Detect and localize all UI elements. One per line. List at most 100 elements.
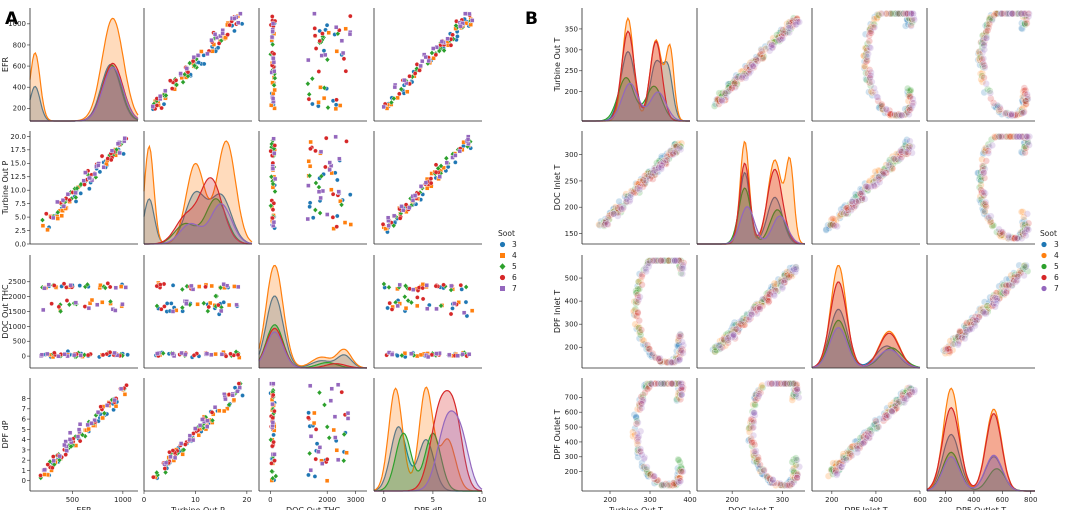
point-soot-4 [329,187,334,192]
point-soot-3 [459,287,465,292]
point-soot-7 [679,467,687,476]
point-soot-6 [638,281,646,289]
point-soot-7 [470,18,475,23]
point-soot-7 [781,276,789,284]
point-soot-7 [1015,133,1024,141]
point-soot-6 [105,281,111,286]
point-soot-7 [218,308,224,314]
point-soot-7 [178,441,184,446]
point-soot-5 [179,286,185,293]
point-soot-5 [402,282,409,289]
point-soot-7 [271,136,276,141]
x-tick-label: 400 [967,496,980,504]
point-soot-7 [45,351,50,357]
subplot-A-0-2 [258,8,367,122]
y-tick-label: 200 [565,204,578,212]
point-soot-7 [792,21,800,29]
point-soot-7 [238,11,243,16]
point-soot-5 [73,194,79,201]
point-soot-6 [985,23,993,32]
point-soot-7 [401,207,406,213]
point-soot-7 [113,308,118,313]
point-soot-7 [272,176,278,182]
point-soot-5 [205,308,211,314]
point-soot-3 [201,61,207,67]
subplot-A-0-1 [143,8,252,122]
point-soot-4 [326,30,331,35]
point-soot-7 [980,188,988,196]
x-tick-label: 2000 [318,496,336,504]
y-tick-label: 500 [565,274,578,282]
point-soot-7 [64,448,69,453]
point-soot-3 [240,393,245,398]
point-soot-7 [867,71,875,80]
point-soot-3 [201,53,207,58]
point-soot-7 [669,151,677,159]
point-soot-4 [225,406,230,411]
point-soot-7 [466,352,472,357]
point-soot-4 [424,186,430,191]
point-soot-4 [342,220,348,225]
point-soot-4 [343,26,348,32]
point-soot-5 [391,222,397,229]
point-soot-6 [317,38,323,44]
point-soot-6 [216,302,221,308]
point-soot-7 [778,35,786,43]
point-soot-7 [92,418,97,423]
point-soot-6 [731,79,739,88]
point-soot-6 [1023,93,1031,101]
point-soot-7 [270,420,276,425]
point-soot-5 [313,180,319,186]
point-soot-4 [870,15,878,23]
point-soot-7 [898,111,906,119]
point-soot-7 [839,460,847,468]
point-soot-7 [42,286,47,291]
y-axis-label: DPF Outlet T [553,409,562,459]
point-soot-7 [738,73,746,82]
kde-fill-soot-5 [374,433,482,491]
point-soot-4 [344,450,349,455]
point-soot-7 [170,309,176,314]
point-soot-4 [89,297,95,303]
point-soot-4 [272,87,277,93]
point-soot-6 [348,13,353,19]
point-soot-7 [659,257,667,265]
point-soot-4 [338,198,343,204]
point-soot-7 [1003,10,1011,18]
x-tick-label: 20 [242,496,251,504]
point-soot-5 [436,48,442,54]
point-soot-4 [306,159,311,164]
point-soot-6 [895,110,903,118]
point-soot-6 [203,284,208,290]
point-soot-5 [269,141,275,147]
point-soot-7 [272,69,277,74]
point-soot-6 [50,465,55,471]
point-soot-5 [181,446,187,453]
point-soot-7 [749,62,757,70]
point-soot-7 [785,24,793,32]
point-soot-5 [904,84,912,93]
point-soot-5 [906,87,914,95]
point-soot-7 [452,301,457,306]
point-soot-7 [455,353,460,358]
point-soot-5 [321,84,328,91]
point-soot-7 [420,58,425,64]
point-soot-4 [331,427,336,433]
point-soot-4 [770,279,779,287]
point-soot-7 [980,46,988,54]
point-soot-5 [101,410,107,417]
point-soot-6 [673,148,681,156]
point-soot-7 [750,447,759,455]
point-soot-6 [104,351,110,357]
x-axis-label: EFR [76,506,92,510]
point-soot-7 [76,427,82,432]
point-soot-7 [209,37,214,43]
point-soot-6 [270,207,276,212]
point-soot-4 [978,78,987,86]
point-soot-5 [655,157,663,165]
point-soot-7 [638,404,646,412]
point-soot-7 [389,352,395,357]
point-soot-7 [316,449,321,454]
point-soot-7 [1022,263,1030,271]
